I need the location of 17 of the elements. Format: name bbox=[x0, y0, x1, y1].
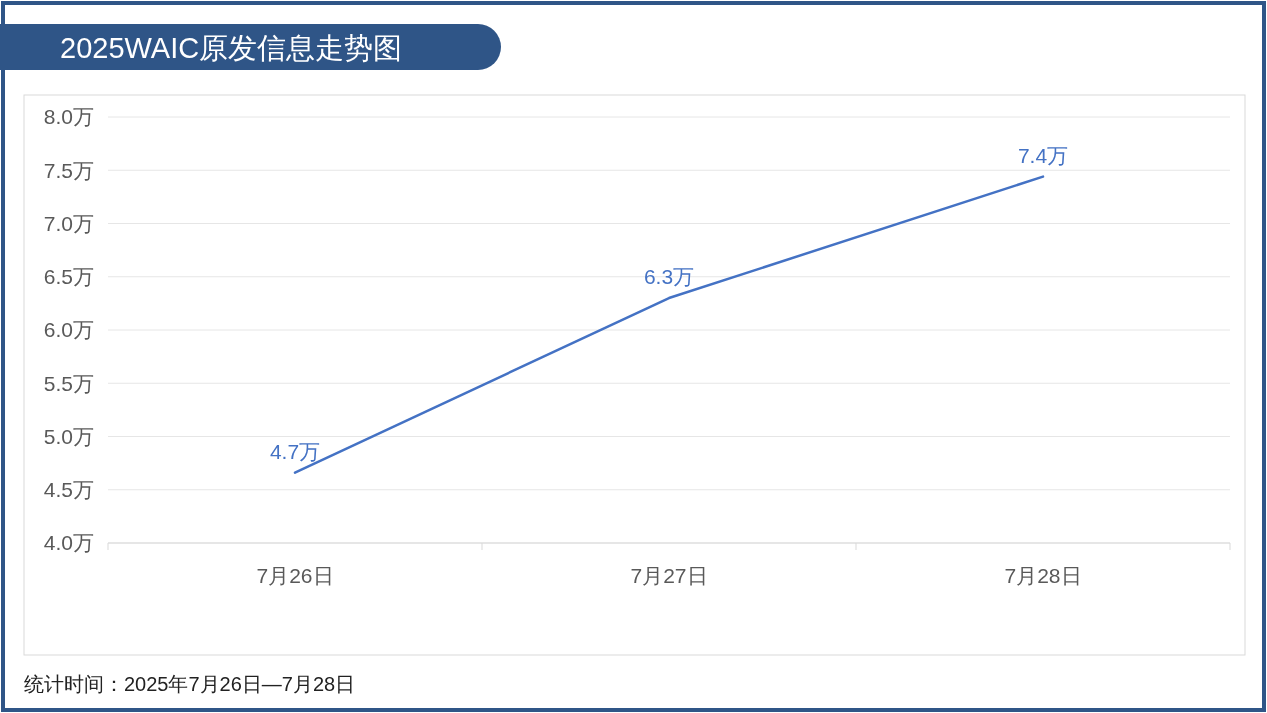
text: 统计时间：2025年7月26日—7月28日 bbox=[24, 673, 356, 695]
y-tick-label: 7.5万 bbox=[43, 158, 94, 182]
data-label: 6.3万 bbox=[643, 265, 695, 289]
data-label: 4.7万 bbox=[269, 439, 321, 463]
y-tick-label: 5.0万 bbox=[43, 424, 94, 448]
chart-title: 2025WAIC原发信息走势图 bbox=[60, 32, 403, 64]
x-tick-label: 7月28日 bbox=[1004, 564, 1082, 587]
y-tick-label: 7.0万 bbox=[43, 211, 94, 235]
y-tick-label: 8.0万 bbox=[43, 105, 94, 129]
y-tick-label: 6.0万 bbox=[43, 318, 94, 342]
y-tick-label: 4.5万 bbox=[43, 478, 94, 502]
y-tick-label: 4.0万 bbox=[43, 531, 94, 555]
data-label: 7.4万 bbox=[1017, 143, 1069, 167]
x-tick-label: 7月26日 bbox=[256, 564, 334, 587]
y-tick-label: 5.5万 bbox=[43, 371, 94, 395]
y-tick-label: 6.5万 bbox=[43, 265, 94, 289]
x-tick-label: 7月27日 bbox=[630, 564, 708, 587]
